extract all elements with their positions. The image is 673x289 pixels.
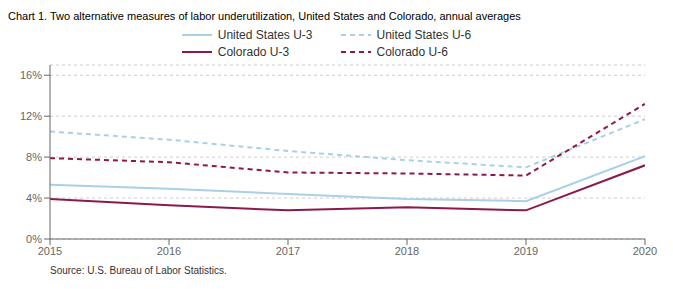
- svg-text:4%: 4%: [26, 192, 42, 204]
- svg-text:2018: 2018: [395, 245, 419, 257]
- svg-text:2017: 2017: [276, 245, 300, 257]
- html-text:Chart 1. Two alternative measu: Chart 1. Two alternative measures of lab…: [8, 10, 521, 22]
- html-text:United States U-6: United States U-6: [376, 28, 472, 42]
- svg-text:2015: 2015: [38, 245, 62, 257]
- svg-text:0%: 0%: [26, 233, 42, 245]
- html-text:Colorado U-3: Colorado U-3: [217, 45, 290, 59]
- svg-text:8%: 8%: [26, 151, 42, 163]
- svg-text:2020: 2020: [633, 245, 657, 257]
- svg-text:2019: 2019: [514, 245, 538, 257]
- svg-text:2016: 2016: [157, 245, 181, 257]
- html-text:Source: U.S. Bureau of Labor S: Source: U.S. Bureau of Labor Statistics.: [50, 265, 227, 276]
- svg-text:16%: 16%: [20, 69, 42, 81]
- svg-text:12%: 12%: [20, 110, 42, 122]
- html-text:Colorado U-6: Colorado U-6: [376, 45, 448, 59]
- html-text:United States U-3: United States U-3: [217, 28, 313, 42]
